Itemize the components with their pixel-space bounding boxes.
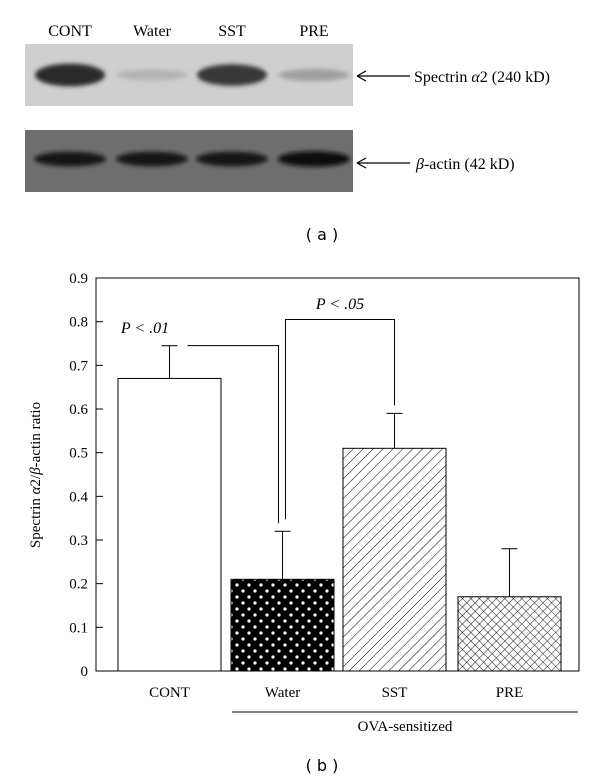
significance-label: P < .05 bbox=[315, 296, 364, 313]
x-tick-label: CONT bbox=[149, 685, 190, 701]
y-tick-label: 0.8 bbox=[69, 315, 88, 331]
spectrin-band bbox=[197, 64, 267, 86]
bar-sst bbox=[342, 447, 447, 672]
actin-bands bbox=[34, 151, 350, 167]
y-tick-label: 0.3 bbox=[69, 533, 88, 549]
lane-label: SST bbox=[218, 23, 246, 40]
significance-label: P < .01 bbox=[120, 320, 169, 337]
y-tick-label: 0.1 bbox=[69, 620, 88, 636]
x-tick-label: PRE bbox=[496, 685, 524, 701]
blot-panel: CONT Water SST PRE Spectrin α2 (240 kD) β-a… bbox=[25, 23, 550, 244]
actin-arrow-head bbox=[356, 157, 367, 169]
group-label: OVA-sensitized bbox=[358, 719, 453, 735]
actin-band bbox=[116, 151, 188, 167]
plot-frame bbox=[95, 277, 580, 672]
bar-chart: 0 0.1 0.2 0.3 0.4 0.5 0.6 0.7 0.8 0.9 Spectrin α2… bbox=[28, 271, 580, 775]
spectrin-bands bbox=[35, 63, 349, 87]
bar-cont bbox=[117, 377, 222, 672]
lane-label: Water bbox=[133, 23, 171, 40]
y-axis-label: Spectrin α2/β-actin ratio bbox=[28, 402, 44, 548]
spectrin-arrow-head bbox=[356, 70, 367, 82]
spectrin-band bbox=[279, 68, 349, 82]
actin-band bbox=[34, 151, 106, 167]
significance-bracket bbox=[187, 345, 279, 524]
actin-band bbox=[278, 151, 350, 167]
significance-annotations: P < .01 P < .05 bbox=[120, 296, 395, 524]
lane-labels: CONT Water SST PRE bbox=[48, 23, 328, 40]
spectrin-band bbox=[35, 63, 105, 87]
lane-label: CONT bbox=[48, 23, 92, 40]
panel-a-label: ( a ) bbox=[306, 225, 338, 244]
spectrin-band bbox=[117, 69, 187, 81]
y-axis-ticks: 0 0.1 0.2 0.3 0.4 0.5 0.6 0.7 0.8 0.9 bbox=[69, 271, 103, 680]
spectrin-band-label: Spectrin α2 (240 kD) bbox=[414, 69, 550, 86]
y-tick-label: 0.5 bbox=[69, 446, 88, 462]
y-tick-label: 0.9 bbox=[69, 271, 88, 287]
actin-band-label: β-actin (42 kD) bbox=[415, 156, 515, 173]
error-bars bbox=[161, 345, 518, 597]
x-tick-label: Water bbox=[265, 685, 300, 701]
bar-water bbox=[230, 578, 335, 672]
actin-band bbox=[196, 151, 268, 167]
y-tick-label: 0.4 bbox=[69, 489, 88, 505]
bar-pre bbox=[457, 596, 562, 672]
y-tick-label: 0.2 bbox=[69, 577, 88, 593]
y-tick-label: 0.6 bbox=[69, 402, 88, 418]
x-axis-labels: CONT Water SST PRE bbox=[149, 685, 523, 701]
significance-bracket bbox=[285, 318, 395, 520]
y-tick-label: 0 bbox=[81, 664, 89, 680]
panel-b-label: ( b ) bbox=[306, 756, 339, 775]
lane-label: PRE bbox=[299, 23, 328, 40]
x-tick-label: SST bbox=[382, 685, 408, 701]
bars bbox=[117, 377, 562, 672]
y-tick-label: 0.7 bbox=[69, 358, 88, 374]
